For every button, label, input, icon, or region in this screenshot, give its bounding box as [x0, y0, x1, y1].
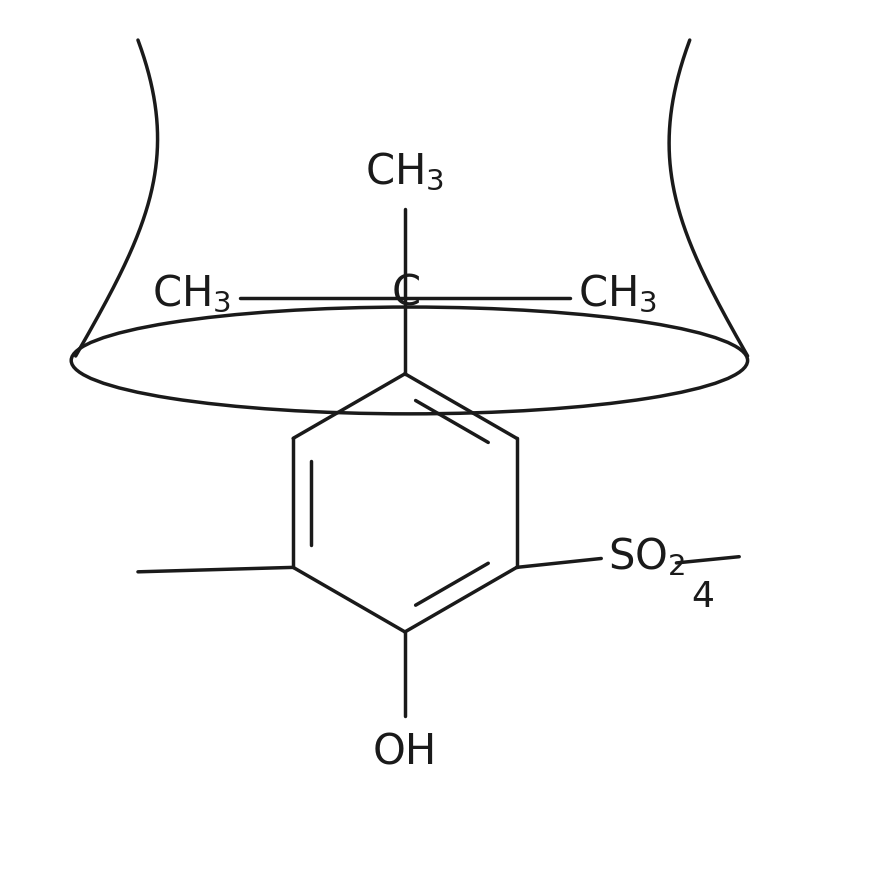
Text: C: C — [392, 272, 420, 315]
Text: CH$_3$: CH$_3$ — [578, 272, 658, 315]
Text: OH: OH — [373, 731, 437, 773]
Text: CH$_3$: CH$_3$ — [152, 272, 231, 315]
Text: CH$_3$: CH$_3$ — [366, 150, 444, 193]
Text: 4: 4 — [692, 579, 715, 614]
Text: SO$_2$: SO$_2$ — [609, 535, 685, 578]
